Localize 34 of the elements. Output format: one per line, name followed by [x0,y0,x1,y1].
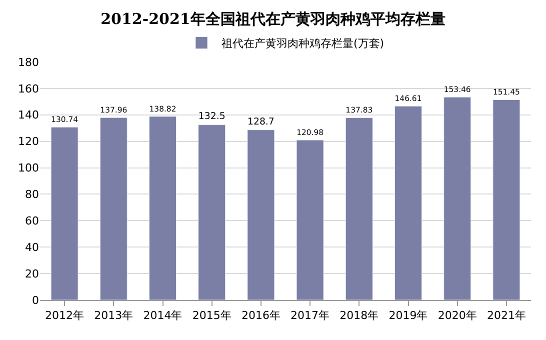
y-tick-label: 0 [32,294,39,307]
y-tick-label: 180 [18,56,39,69]
x-tick-label: 2021年 [486,309,526,322]
bar [247,130,275,300]
bar [345,118,373,300]
y-tick-label: 60 [25,214,39,228]
bar [100,117,128,300]
bar [492,100,520,300]
x-tick-label: 2014年 [143,309,182,322]
x-tick-label: 2015年 [192,309,232,322]
bar [149,116,176,300]
data-label: 128.7 [247,116,274,128]
x-tick-label: 2013年 [94,309,134,322]
y-tick-label: 80 [25,188,39,202]
y-tick-label: 160 [18,82,39,96]
chart-title: 2012-2021年全国祖代在产黄羽肉种鸡平均存栏量 [100,10,446,28]
y-tick-label: 140 [18,108,39,122]
bar [296,140,324,300]
x-tick-label: 2016年 [241,309,280,322]
bar [50,126,78,300]
x-tick-label: 2018年 [340,309,379,322]
y-tick-label: 20 [25,267,39,280]
y-tick-label: 100 [18,162,39,175]
x-tick-label: 2019年 [388,309,428,322]
x-tick-label: 2012年 [45,309,84,322]
bar [198,124,226,300]
y-tick-label: 40 [25,240,39,254]
y-tick-label: 120 [18,135,39,148]
legend-label: 祖代在产黄羽肉种鸡存栏量(万套) [222,37,384,50]
bar [444,96,472,300]
data-label: 132.5 [198,111,226,122]
x-tick-label: 2020年 [438,309,477,322]
bar [394,106,422,300]
x-tick-label: 2017年 [290,309,330,322]
